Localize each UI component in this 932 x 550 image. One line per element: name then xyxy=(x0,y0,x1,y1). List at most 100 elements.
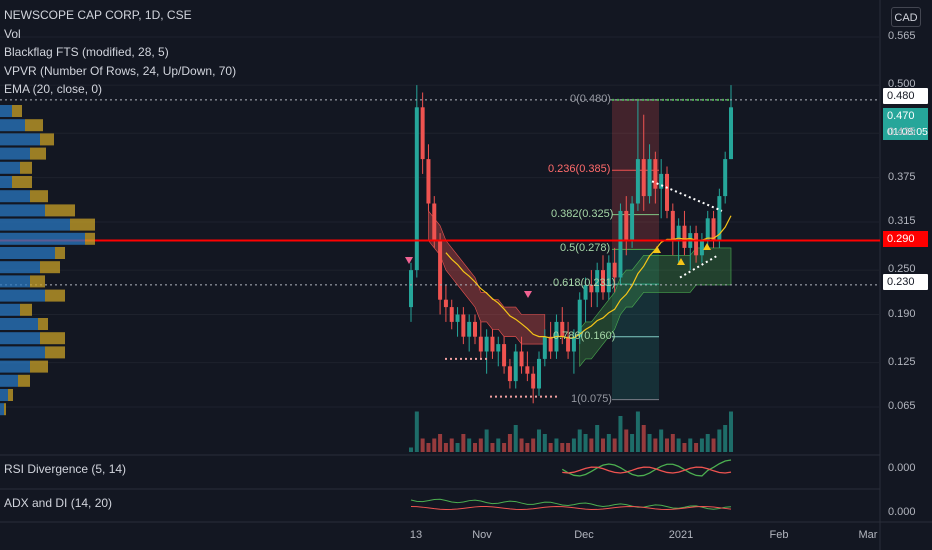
wedge-upper xyxy=(651,180,723,212)
volume-bar-13 xyxy=(484,429,489,452)
candle-body-12 xyxy=(478,336,483,352)
volume-bar-36 xyxy=(618,416,623,452)
volume-bar-48 xyxy=(688,438,693,452)
volume-bar-3 xyxy=(426,443,431,452)
y-tick-4: 0.315 xyxy=(888,215,916,227)
rsi-pane-label[interactable]: RSI Divergence (5, 14) xyxy=(4,462,127,476)
symbol-title[interactable]: NEWSCOPE CAP CORP, 1D, CSE xyxy=(4,8,192,22)
vpvr-down-17 xyxy=(45,346,65,359)
candle-body-7 xyxy=(449,307,454,322)
adx-pane-label[interactable]: ADX and DI (14, 20) xyxy=(4,496,113,510)
volume-bar-50 xyxy=(699,438,704,452)
vpvr-down-14 xyxy=(20,303,32,316)
vpvr-up-2 xyxy=(0,133,40,146)
candle-body-45 xyxy=(670,210,675,241)
y-tick-0: 0.565 xyxy=(888,30,916,42)
volume-bar-54 xyxy=(723,425,728,452)
candle-body-34 xyxy=(606,262,611,293)
volume-bar-32 xyxy=(595,425,600,452)
volume-bar-31 xyxy=(589,438,594,452)
adx-di-plus xyxy=(410,498,732,510)
vpvr-up-13 xyxy=(0,289,45,302)
candle-body-44 xyxy=(665,173,669,211)
volume-bar-22 xyxy=(537,429,541,452)
fib-label-0.5: 0.5(0.278) xyxy=(560,242,611,255)
volume-bar-9 xyxy=(461,434,466,452)
indicator-blackflag[interactable]: Blackflag FTS (modified, 28, 5) xyxy=(4,45,169,59)
candle-body-22 xyxy=(537,358,541,389)
currency-button[interactable]: CAD xyxy=(891,7,921,27)
volume-bar-26 xyxy=(560,443,565,452)
price-tag-dotted-line: 0.230 xyxy=(883,274,928,290)
countdown-tag: 01:08:05 xyxy=(883,124,928,140)
volume-bar-47 xyxy=(682,443,687,452)
candle-body-52 xyxy=(711,218,716,241)
candle-body-54 xyxy=(723,159,728,197)
candle-body-37 xyxy=(624,210,629,241)
volume-bar-46 xyxy=(676,438,681,452)
candle-body-1 xyxy=(414,107,419,271)
vpvr-down-15 xyxy=(38,318,48,330)
candle-body-20 xyxy=(525,366,530,374)
candle-body-29 xyxy=(577,299,582,337)
candle-body-11 xyxy=(473,321,477,337)
volume-bar-19 xyxy=(519,438,524,452)
indicator-vol[interactable]: Vol xyxy=(4,26,21,41)
rsi-signal-line xyxy=(562,466,732,474)
candle-body-47 xyxy=(682,225,687,248)
indicator-vpvr[interactable]: VPVR (Number Of Rows, 24, Up/Down, 70) xyxy=(4,63,237,78)
fib-label-0: 0(0.480) xyxy=(570,92,611,105)
vpvr-up-20 xyxy=(0,389,8,401)
vpvr-down-8 xyxy=(70,218,95,231)
candle-body-43 xyxy=(659,173,664,189)
vpvr-down-2 xyxy=(40,133,54,146)
volume-bar-52 xyxy=(711,438,716,452)
candle-body-21 xyxy=(531,373,536,389)
volume-bar-27 xyxy=(566,443,571,452)
vpvr-up-6 xyxy=(0,190,30,203)
candle-body-42 xyxy=(653,159,658,189)
volume-bar-23 xyxy=(542,434,547,452)
volume-bar-14 xyxy=(490,443,495,452)
x-tick-3: 2021 xyxy=(668,529,694,541)
vpvr-down-20 xyxy=(8,389,13,401)
vpvr-up-15 xyxy=(0,318,38,330)
volume-bar-10 xyxy=(467,438,472,452)
vpvr-down-4 xyxy=(20,161,32,174)
vpvr-up-14 xyxy=(0,303,20,316)
x-tick-5: Mar xyxy=(858,529,878,541)
vpvr-down-5 xyxy=(12,176,32,188)
candle-body-53 xyxy=(717,196,722,241)
vpvr-up-10 xyxy=(0,247,55,259)
volume-bar-6 xyxy=(443,443,448,452)
indicator-ema[interactable]: EMA (20, close, 0) xyxy=(4,82,103,96)
fib-label-1: 1(0.075) xyxy=(571,392,612,405)
volume-bar-51 xyxy=(705,434,710,452)
buy-marker-2 xyxy=(677,258,685,265)
vpvr-down-10 xyxy=(55,247,65,259)
fib-label-0.382: 0.382(0.325) xyxy=(551,207,614,220)
volume-bar-29 xyxy=(577,429,582,452)
volume-bar-45 xyxy=(670,434,675,452)
volume-bar-37 xyxy=(624,429,629,452)
candle-body-35 xyxy=(612,262,617,278)
volume-bar-24 xyxy=(548,443,553,452)
volume-bar-34 xyxy=(606,434,611,452)
candle-body-46 xyxy=(676,225,681,241)
candle-body-23 xyxy=(542,336,547,359)
volume-bar-28 xyxy=(571,438,576,452)
candle-body-17 xyxy=(507,366,512,382)
vpvr-down-21 xyxy=(4,403,6,416)
candle-body-0 xyxy=(409,270,413,308)
volume-bar-8 xyxy=(455,443,460,452)
candle-body-41 xyxy=(647,159,652,197)
volume-bar-15 xyxy=(496,438,501,452)
vpvr-down-11 xyxy=(40,261,60,274)
vpvr-down-7 xyxy=(45,204,75,217)
candle-body-51 xyxy=(705,218,710,241)
volume-bar-12 xyxy=(478,438,483,452)
candle-body-9 xyxy=(461,314,466,337)
volume-bar-42 xyxy=(653,438,658,452)
vpvr-down-12 xyxy=(30,275,45,288)
